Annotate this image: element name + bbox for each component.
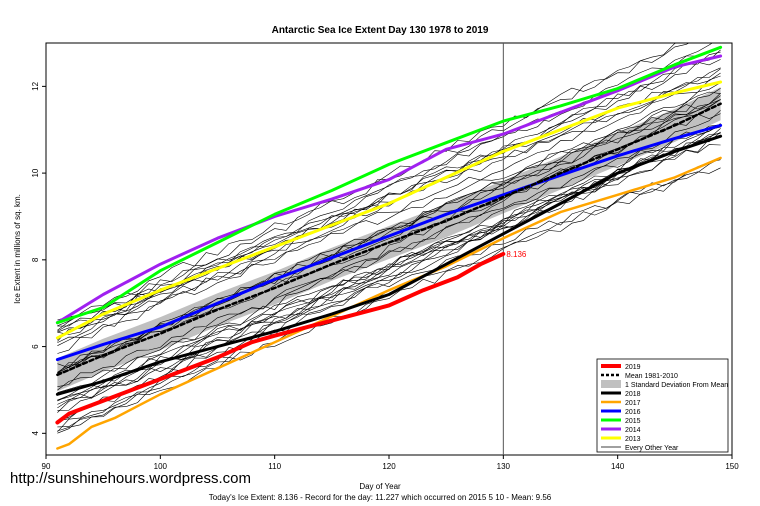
x-tick-label: 100 <box>154 462 168 471</box>
x-tick-label: 150 <box>725 462 739 471</box>
series-line-2014 <box>55 54 723 325</box>
legend-label: 2018 <box>625 391 641 398</box>
other-year-line <box>57 95 721 373</box>
legend-label: 2013 <box>625 436 641 443</box>
watermark-url: http://sunshinehours.wordpress.com <box>10 470 251 487</box>
x-tick-label: 110 <box>268 462 281 471</box>
series-line-2017 <box>56 156 722 450</box>
std-dev-band <box>57 87 721 392</box>
x-tick-label: 90 <box>42 462 51 471</box>
other-year-line <box>57 144 721 391</box>
legend-label: 2015 <box>625 418 641 425</box>
other-year-line <box>57 157 721 409</box>
footer-summary: Day of Year Today's Ice Extent: 8.136 - … <box>0 482 760 502</box>
other-year-line <box>57 92 721 333</box>
x-axis-label: Day of Year <box>359 482 401 491</box>
other-year-line <box>57 51 721 346</box>
series-line-2016 <box>55 123 723 362</box>
x-tick-label: 130 <box>497 462 511 471</box>
other-year-line <box>57 75 721 343</box>
y-tick-label: 8 <box>31 257 40 262</box>
legend-label: 2017 <box>625 400 641 407</box>
plot-area <box>55 43 723 455</box>
legend-label: 1 Standard Deviation From Mean <box>625 382 728 389</box>
legend-label: Every Other Year <box>625 445 679 452</box>
other-year-line <box>57 132 721 434</box>
legend-label: 2014 <box>625 427 641 434</box>
y-tick-label: 12 <box>31 81 40 90</box>
series-line-2015 <box>55 45 723 325</box>
other-year-line <box>57 49 721 354</box>
y-axis-label: Ice Extent in millions of sq. km. <box>13 194 22 304</box>
other-year-line <box>57 43 678 321</box>
legend-label: 2016 <box>625 409 641 416</box>
other-year-line <box>57 72 721 335</box>
chart-title: Antarctic Sea Ice Extent Day 130 1978 to… <box>272 25 489 36</box>
series-line-2018 <box>55 134 723 396</box>
series-line-2019 <box>55 251 506 425</box>
x-tick-label: 140 <box>611 462 625 471</box>
other-year-line <box>57 167 721 428</box>
other-year-line <box>57 123 721 387</box>
other-year-line <box>57 59 721 341</box>
value-annotation: 8.136 <box>506 250 527 259</box>
legend-label: 2019 <box>625 364 641 371</box>
series-line-mean-1981-2010 <box>56 102 722 377</box>
series-line-2013 <box>55 80 723 340</box>
legend-label: Mean 1981-2010 <box>625 373 678 380</box>
footer-text: Today's Ice Extent: 8.136 - Record for t… <box>208 493 552 502</box>
y-tick-label: 10 <box>31 168 40 177</box>
y-tick-label: 4 <box>31 431 40 436</box>
other-year-line <box>57 133 721 413</box>
other-year-line <box>57 99 721 393</box>
y-tick-label: 6 <box>31 344 40 349</box>
x-tick-label: 120 <box>382 462 396 471</box>
